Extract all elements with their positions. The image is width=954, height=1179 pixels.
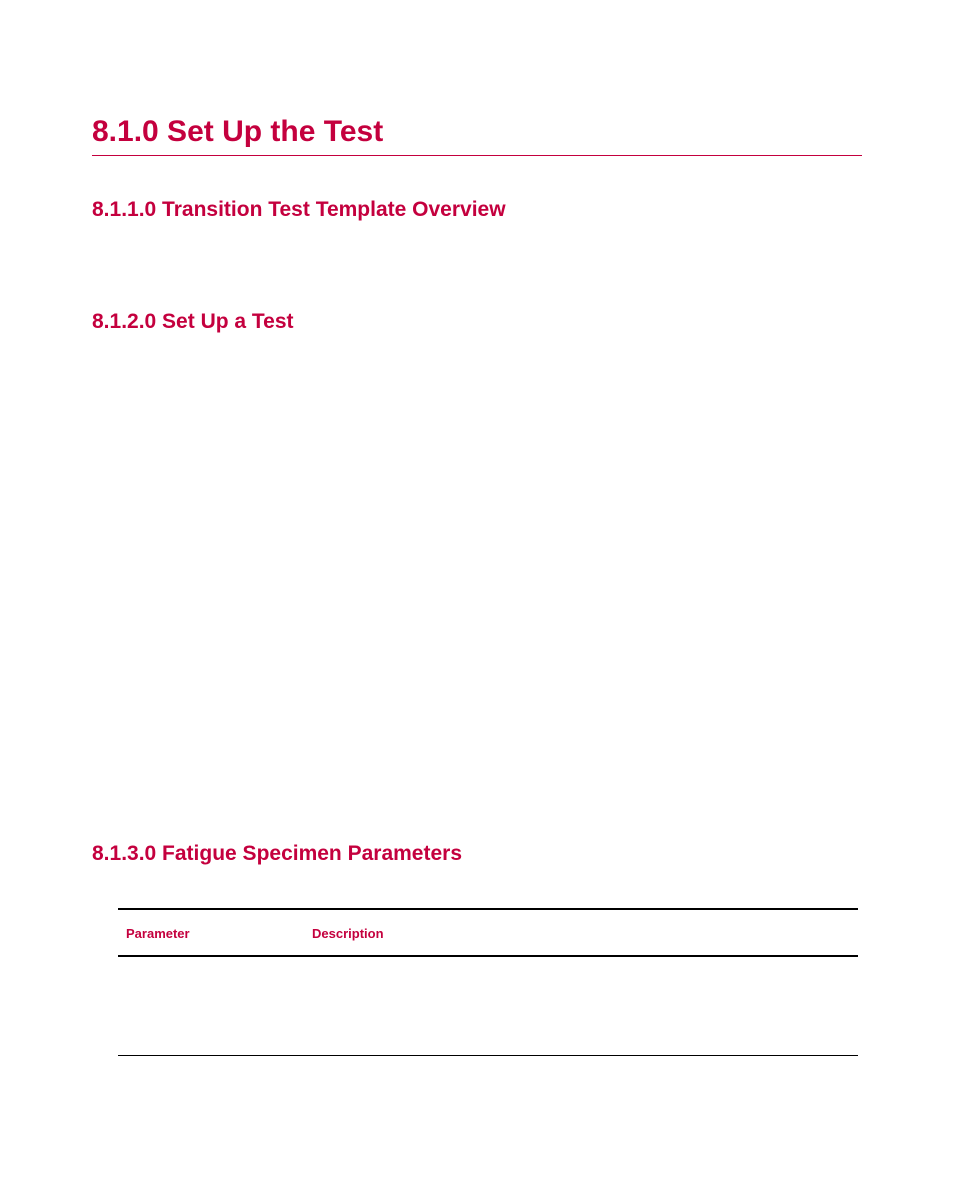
table-row bbox=[118, 956, 858, 1056]
section-transition-overview: 8.1.1.0 Transition Test Template Overvie… bbox=[92, 198, 862, 222]
cell-description bbox=[304, 956, 858, 1056]
document-page: 8.1.0 Set Up the Test 8.1.1.0 Transition… bbox=[0, 0, 954, 1056]
heading-level-2: 8.1.1.0 Transition Test Template Overvie… bbox=[92, 198, 862, 222]
parameters-table-container: Parameter Description bbox=[118, 908, 858, 1056]
section-fatigue-specimen-parameters: 8.1.3.0 Fatigue Specimen Parameters bbox=[92, 842, 862, 866]
heading-level-1: 8.1.0 Set Up the Test bbox=[92, 115, 862, 156]
heading-level-2: 8.1.2.0 Set Up a Test bbox=[92, 310, 862, 334]
parameters-table: Parameter Description bbox=[118, 908, 858, 1056]
table-header-row: Parameter Description bbox=[118, 910, 858, 956]
column-header-parameter: Parameter bbox=[118, 910, 304, 956]
section-set-up-a-test: 8.1.2.0 Set Up a Test bbox=[92, 310, 862, 334]
cell-parameter bbox=[118, 956, 304, 1056]
heading-level-2: 8.1.3.0 Fatigue Specimen Parameters bbox=[92, 842, 862, 866]
column-header-description: Description bbox=[304, 910, 858, 956]
